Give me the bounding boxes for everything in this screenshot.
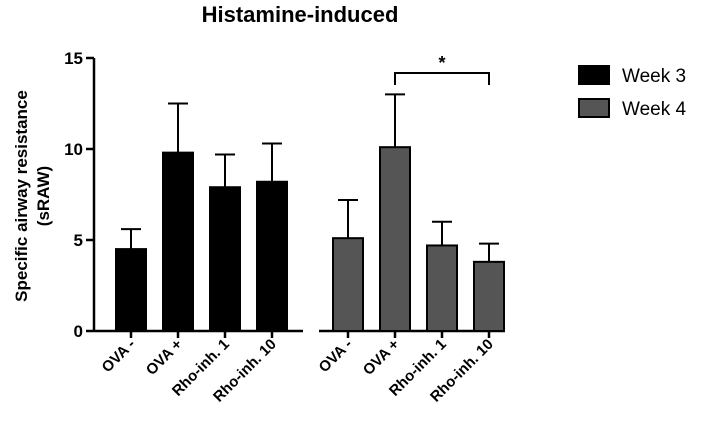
bar-week4-3 [426,244,458,333]
y-tick-label-15: 15 [64,49,83,68]
y-tick-label-0: 0 [74,322,83,341]
legend-label-2: Week 4 [622,99,687,120]
legend: Week 3 Week 4 [578,65,687,120]
x-tick-label-2-2: OVA + [360,336,403,379]
legend-label-1: Week 3 [622,66,686,87]
significance-bracket-1 [394,72,490,85]
y-axis-label-line-2: (sRAW) [34,166,53,226]
bar-week4-4 [473,260,505,332]
bar-week3-1 [115,248,147,333]
bar-week3-3 [209,186,241,332]
chart-title: Histamine-induced [202,2,399,27]
y-tick-label-5: 5 [74,231,83,250]
y-axis-label-line-1: Specific airway resistance [12,90,31,302]
bar-week3-2 [162,151,194,332]
significance-marker-1: * [438,53,445,73]
bar-week4-2 [379,146,411,332]
bar-week3-4 [256,180,288,332]
x-tick-label-1-1: OVA - [99,336,139,376]
legend-swatch-1 [578,65,610,85]
y-axis-label: Specific airway resistance (sRAW) [12,90,53,302]
x-tick-label-2-1: OVA - [316,336,356,376]
bar-week4-1 [332,237,364,332]
x-tick-label-1-2: OVA + [143,336,186,379]
legend-swatch-2 [578,98,610,118]
y-tick-label-10: 10 [64,140,83,159]
